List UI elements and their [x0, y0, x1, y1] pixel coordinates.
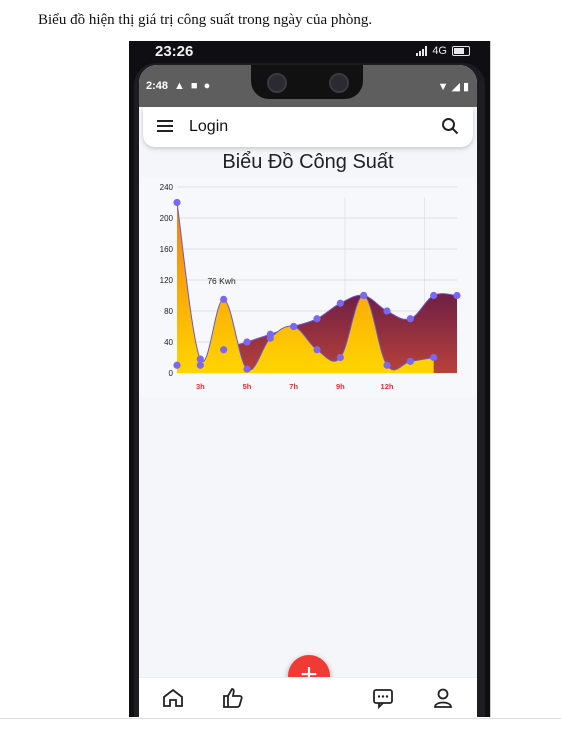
network-type: 4G [432, 45, 447, 57]
x-tick-label: 3h [196, 382, 205, 391]
home-icon[interactable] [161, 686, 185, 710]
data-point [360, 291, 368, 300]
wifi-icon: ▼ [437, 80, 449, 93]
y-tick-label: 120 [160, 276, 174, 285]
x-tick-label: 7h [289, 382, 298, 391]
power-chart-panel: 0 40 80 120 160 200 240 76 Kwh 3h 5h 7h 9h 12h [139, 177, 477, 397]
data-point [196, 361, 204, 369]
data-point [453, 291, 461, 300]
warning-icon: ▲ [174, 80, 185, 92]
data-point [266, 330, 274, 338]
inner-signal-icon: ◢ [451, 81, 460, 93]
login-title[interactable]: Login [189, 118, 229, 135]
figure-caption: Biểu đồ hiện thị giá trị công suất trong… [38, 12, 373, 28]
user-icon[interactable] [431, 686, 455, 710]
thumbs-up-icon[interactable] [221, 686, 245, 710]
inner-battery-icon: ▮ [462, 81, 469, 93]
data-point [406, 315, 414, 323]
chart-title: Biểu Đồ Công Suất [222, 151, 394, 173]
data-point [313, 315, 321, 323]
search-icon[interactable] [441, 117, 459, 135]
power-chart: 0 40 80 120 160 200 240 76 Kwh 3h 5h 7h 9h 12h [160, 183, 461, 391]
data-point [383, 307, 391, 315]
y-tick-label: 160 [160, 245, 174, 254]
front-camera-right-icon [329, 73, 349, 93]
x-tick-label: 5h [243, 382, 252, 391]
front-camera-left-icon [267, 73, 287, 93]
app-notification-icon: ● [203, 80, 211, 92]
data-point [313, 346, 321, 354]
data-point [173, 198, 181, 207]
menu-icon[interactable] [157, 120, 173, 132]
data-point [383, 361, 391, 369]
series-area-yellow [177, 202, 434, 373]
phone-screenshot: 23:26 4G 2:48 ▲ ■ ● ▼ ◢ ▮ [129, 41, 490, 717]
notification-icon: ■ [190, 80, 198, 92]
data-point [220, 295, 228, 303]
data-point [430, 353, 438, 362]
page-divider-horizontal [0, 718, 561, 719]
annotation-label: 76 Kwh [207, 276, 236, 286]
chat-icon[interactable] [371, 686, 395, 710]
x-tick-label: 9h [336, 382, 345, 391]
device-screen: 2:48 ▲ ■ ● ▼ ◢ ▮ Login Biểu Đồ Cô [139, 65, 477, 717]
data-point [220, 346, 228, 354]
data-point [243, 365, 251, 373]
y-tick-label: 0 [169, 369, 174, 378]
battery-icon [452, 46, 470, 56]
outer-status-icons: 4G [416, 45, 470, 57]
data-point [336, 353, 344, 362]
y-tick-label: 40 [164, 338, 173, 347]
y-tick-label: 200 [160, 214, 174, 223]
inner-clock: 2:48 [146, 80, 169, 92]
y-tick-label: 240 [160, 183, 174, 192]
bottom-nav-bar [139, 677, 477, 717]
inner-status-bar: 2:48 ▲ ■ ● ▼ ◢ ▮ [139, 65, 477, 107]
app-top-bar: Login [143, 107, 473, 147]
inner-status-left: 2:48 ▲ ■ ● [146, 80, 210, 92]
x-tick-label: 12h [381, 382, 394, 391]
signal-icon [416, 46, 428, 56]
page-divider-vertical [490, 41, 491, 717]
outer-status-bar: 23:26 4G [129, 41, 490, 63]
data-point [406, 357, 414, 365]
data-point [430, 291, 438, 300]
data-point [173, 361, 181, 369]
y-tick-label: 80 [164, 307, 173, 316]
inner-status-right: ▼ ◢ ▮ [437, 80, 469, 94]
data-point [290, 322, 298, 331]
data-point [243, 338, 251, 346]
data-point [196, 355, 204, 363]
data-point [336, 299, 344, 307]
outer-clock: 23:26 [155, 43, 194, 60]
camera-notch [251, 65, 363, 99]
